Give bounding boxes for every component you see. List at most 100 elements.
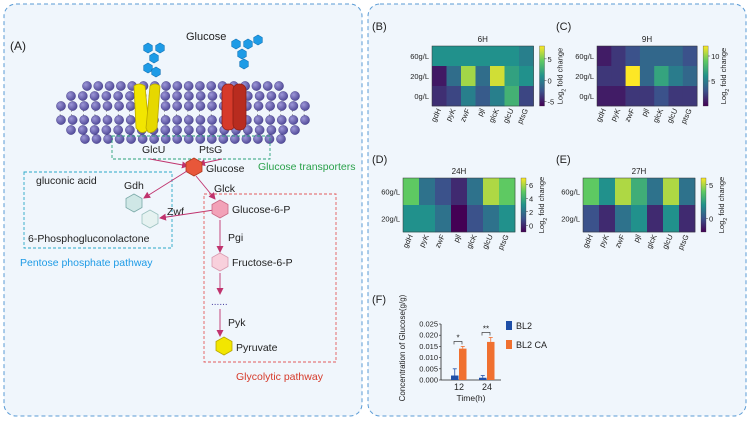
ptsg-label: PtsG <box>199 144 222 156</box>
heatmap-cell <box>615 178 632 206</box>
lipid-head <box>91 101 101 111</box>
heatmap-cell <box>435 178 452 206</box>
phosphogluconolactone-label: 6-Phosphogluconolactone <box>28 233 150 245</box>
x-tick-label: 24 <box>482 382 492 392</box>
lipid-head <box>172 101 182 111</box>
lipid-head <box>82 81 92 91</box>
glucose6p-label: Glucose-6-P <box>232 204 290 216</box>
heatmap-cell <box>654 46 669 67</box>
heatmap-cell <box>611 46 626 67</box>
y-tick-label: 0.015 <box>419 342 438 351</box>
pyruvate-label: Pyruvate <box>236 342 278 354</box>
heatmap-cell <box>432 46 447 67</box>
significance-bracket <box>453 341 463 345</box>
bar-bl2 <box>479 377 487 380</box>
lipid-head <box>278 125 289 135</box>
glucose-molecule-icon <box>149 52 159 64</box>
f6p-hexagon-icon <box>211 252 229 272</box>
heatmap-cell <box>519 86 534 107</box>
lipid-head <box>300 115 310 125</box>
lipid-head <box>253 101 264 111</box>
lipid-head <box>290 125 300 135</box>
heatmap-panel-label: (E) <box>556 154 571 166</box>
heatmap-title: 24H <box>452 167 467 176</box>
heatmap-cell <box>654 86 669 107</box>
colorbar <box>702 45 709 107</box>
heatmap-cell <box>599 205 616 233</box>
glucose-molecule-icon <box>243 38 253 50</box>
lipid-head <box>288 101 299 111</box>
lipid-head <box>161 81 171 91</box>
heatmap-cell <box>625 66 641 87</box>
heatmap-cell <box>597 66 612 87</box>
arrow-ptsg-to-glucose <box>198 158 223 167</box>
glucose-hexagon-icon <box>185 157 203 177</box>
heatmap-row-label: 60g/L <box>381 188 400 197</box>
lipid-head <box>195 115 206 125</box>
colorbar-tick-label: 6 <box>529 181 533 190</box>
lipid-head <box>251 81 262 91</box>
heatmap-cell <box>668 46 684 67</box>
lipid-head <box>254 91 265 101</box>
y-tick-label: 0.000 <box>419 376 438 385</box>
heatmap-row-label: 20g/L <box>575 72 594 81</box>
heatmap-cell <box>446 86 462 107</box>
legend-swatch <box>506 321 512 330</box>
heatmap-border <box>596 45 698 107</box>
heatmap-cell <box>467 205 484 233</box>
ptsg-transporter <box>221 83 247 131</box>
heatmap-cell <box>654 66 669 87</box>
lipid-head <box>113 125 123 135</box>
arrow-glcu-to-glucose <box>149 158 189 169</box>
heatmap-cell <box>639 66 655 87</box>
lipid-head <box>183 134 194 144</box>
lipid-head <box>149 134 159 144</box>
lipid-head <box>253 134 263 144</box>
y-tick-label: 0.020 <box>419 331 438 340</box>
heatmap-col-label: pjl <box>631 233 642 244</box>
gluconic-acid-hexagon-icon <box>125 193 143 213</box>
heatmap-cell <box>504 86 520 107</box>
lipid-head <box>56 115 66 125</box>
lipid-head <box>114 101 124 111</box>
lipid-head <box>160 115 171 125</box>
heatmap-cell <box>499 205 516 233</box>
lipid-head <box>160 101 171 111</box>
glcu-label: GlcU <box>142 144 165 156</box>
heatmap-cell <box>599 178 616 206</box>
lipid-head <box>79 101 90 111</box>
glycolytic-caption: Glycolytic pathway <box>236 371 324 383</box>
lipid-head <box>66 125 76 135</box>
lipid-head <box>116 81 126 91</box>
heatmap-cell <box>625 86 641 107</box>
lipid-head <box>265 101 275 111</box>
heatmap-row-label: 20g/L <box>381 215 400 224</box>
bar-bl2-ca <box>487 341 495 380</box>
lipid-head <box>89 125 100 135</box>
colorbar-label: Log2 fold change <box>717 177 729 233</box>
lipid-head <box>265 115 275 125</box>
colorbar <box>520 177 527 233</box>
y-axis-label: Concentration of Glucose(g/g) <box>398 294 407 401</box>
lipid-head <box>137 134 148 144</box>
lipid-head <box>125 91 135 101</box>
heatmap-border <box>431 45 534 107</box>
bar-bl2 <box>451 375 459 380</box>
heatmap-cell <box>461 66 476 87</box>
glucose-molecule-icon <box>231 38 241 50</box>
glck-label: Glck <box>214 183 236 195</box>
lipid-head <box>56 101 66 111</box>
gdh-label: Gdh <box>124 180 144 192</box>
lipid-head <box>91 115 101 125</box>
heatmap-cell <box>490 66 505 87</box>
significance-mark: ** <box>483 324 489 333</box>
legend-label: BL2 CA <box>516 340 547 350</box>
heatmap-cell <box>435 205 452 233</box>
fructose6p-label: Fructose-6-P <box>232 257 293 269</box>
heatmap-row-label: 60g/L <box>575 52 594 61</box>
